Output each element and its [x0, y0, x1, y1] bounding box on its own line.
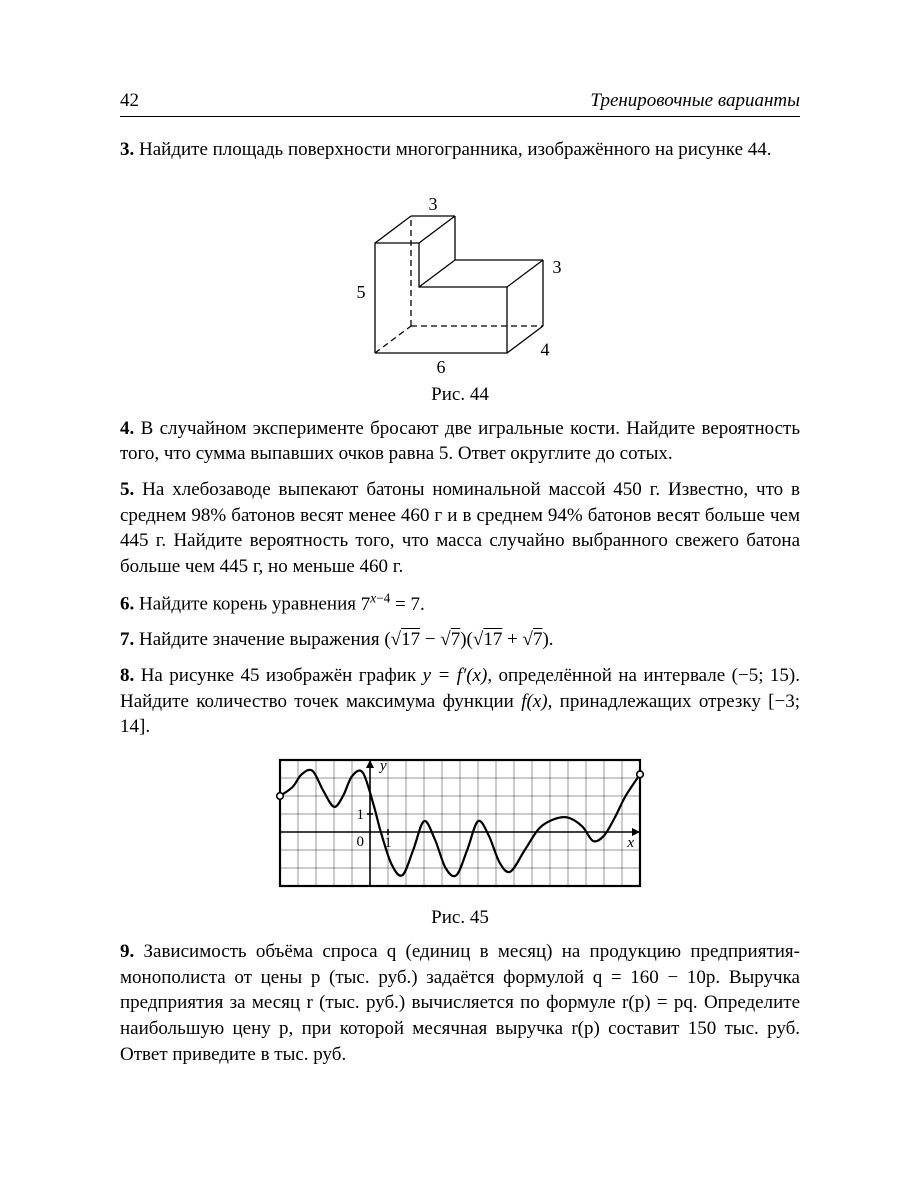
svg-text:6: 6: [437, 357, 446, 373]
problem-6-expr: 7x−4 = 7.: [361, 594, 425, 615]
page-number: 42: [120, 90, 139, 112]
svg-text:1: 1: [357, 807, 365, 823]
problem-4-text: В случайном эксперименте бросают две игр…: [120, 418, 800, 465]
problem-3: 3. Найдите площадь поверхности многогран…: [120, 137, 800, 163]
problem-3-text: Найдите площадь поверхности многогранник…: [139, 139, 772, 160]
problem-8: 8. На рисунке 45 изображён график y = f′…: [120, 663, 800, 740]
problem-8-expr-b: f(x): [521, 691, 547, 712]
problem-4: 4. В случайном эксперименте бросают две …: [120, 416, 800, 467]
problem-3-num: 3.: [120, 139, 134, 160]
page-header: 42 Тренировочные варианты: [120, 90, 800, 117]
figure-44-caption: Рис. 44: [120, 384, 800, 406]
problem-9-text: Зависимость объёма спроса q (единиц в ме…: [120, 941, 800, 1065]
problem-9-num: 9.: [120, 941, 134, 962]
svg-text:3: 3: [553, 257, 562, 277]
svg-text:0: 0: [357, 834, 365, 850]
running-head: Тренировочные варианты: [590, 90, 800, 112]
problem-6: 6. Найдите корень уравнения 7x−4 = 7.: [120, 589, 800, 617]
problem-7-expr: (√17 − √7)(√17 + √7).: [384, 629, 553, 650]
svg-text:y: y: [378, 758, 387, 774]
problem-6-text: Найдите корень уравнения: [139, 594, 361, 615]
problem-6-num: 6.: [120, 594, 134, 615]
problem-8-num: 8.: [120, 665, 134, 686]
problem-7-num: 7.: [120, 629, 134, 650]
problem-5-num: 5.: [120, 479, 134, 500]
svg-text:x: x: [626, 835, 634, 851]
problem-8-expr-a: y = f′(x): [423, 665, 488, 686]
svg-text:5: 5: [357, 282, 366, 302]
problem-7-text: Найдите значение выражения: [139, 629, 384, 650]
figure-45-caption: Рис. 45: [120, 907, 800, 929]
figure-45: 011xy: [120, 750, 800, 901]
problem-4-num: 4.: [120, 418, 134, 439]
problem-8-text-a: На рисунке 45 изображён график: [141, 665, 423, 686]
problem-5-text: На хлебозаводе выпекают батоны номинальн…: [120, 479, 800, 577]
problem-9: 9. Зависимость объёма спроса q (единиц в…: [120, 939, 800, 1067]
svg-text:3: 3: [429, 194, 438, 214]
problem-5: 5. На хлебозаводе выпекают батоны номина…: [120, 477, 800, 580]
problem-7: 7. Найдите значение выражения (√17 − √7)…: [120, 627, 800, 653]
svg-text:4: 4: [541, 339, 550, 359]
figure-44: 3 3 4 6 5: [120, 173, 800, 378]
